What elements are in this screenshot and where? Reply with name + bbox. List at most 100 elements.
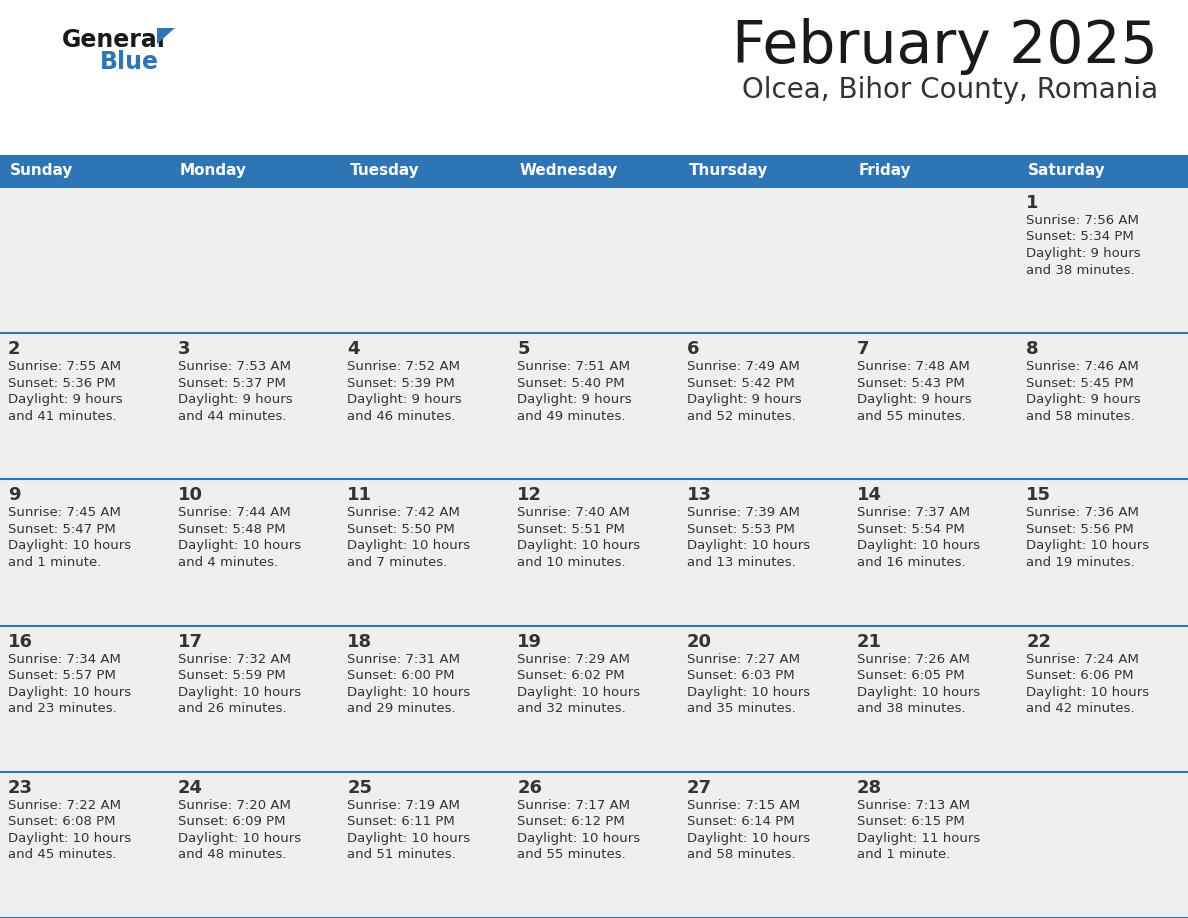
Text: and 52 minutes.: and 52 minutes. bbox=[687, 409, 796, 422]
Text: Sunset: 5:45 PM: Sunset: 5:45 PM bbox=[1026, 376, 1135, 390]
Text: and 1 minute.: and 1 minute. bbox=[857, 848, 950, 861]
Text: Daylight: 10 hours: Daylight: 10 hours bbox=[517, 540, 640, 553]
Text: Daylight: 10 hours: Daylight: 10 hours bbox=[8, 832, 131, 845]
Text: Sunset: 5:57 PM: Sunset: 5:57 PM bbox=[8, 669, 116, 682]
Text: Sunday: Sunday bbox=[10, 163, 74, 178]
Text: Sunrise: 7:37 AM: Sunrise: 7:37 AM bbox=[857, 507, 969, 520]
Text: Daylight: 9 hours: Daylight: 9 hours bbox=[347, 393, 462, 406]
Text: 12: 12 bbox=[517, 487, 542, 504]
Text: and 38 minutes.: and 38 minutes. bbox=[857, 702, 965, 715]
Text: 4: 4 bbox=[347, 341, 360, 358]
Text: Sunrise: 7:53 AM: Sunrise: 7:53 AM bbox=[178, 360, 291, 374]
Text: and 44 minutes.: and 44 minutes. bbox=[178, 409, 286, 422]
Text: and 13 minutes.: and 13 minutes. bbox=[687, 556, 796, 569]
Text: Sunset: 6:09 PM: Sunset: 6:09 PM bbox=[178, 815, 285, 828]
Text: Daylight: 9 hours: Daylight: 9 hours bbox=[8, 393, 122, 406]
Text: Sunset: 5:47 PM: Sunset: 5:47 PM bbox=[8, 523, 115, 536]
Text: 16: 16 bbox=[8, 633, 33, 651]
Text: and 38 minutes.: and 38 minutes. bbox=[1026, 263, 1135, 276]
Text: Sunrise: 7:39 AM: Sunrise: 7:39 AM bbox=[687, 507, 800, 520]
Text: and 32 minutes.: and 32 minutes. bbox=[517, 702, 626, 715]
Text: and 19 minutes.: and 19 minutes. bbox=[1026, 556, 1135, 569]
Bar bbox=[340, 479, 510, 625]
Text: Sunrise: 7:51 AM: Sunrise: 7:51 AM bbox=[517, 360, 630, 374]
Text: Sunrise: 7:22 AM: Sunrise: 7:22 AM bbox=[8, 799, 121, 812]
Text: 1: 1 bbox=[1026, 194, 1038, 212]
Text: and 58 minutes.: and 58 minutes. bbox=[1026, 409, 1135, 422]
Text: Sunrise: 7:56 AM: Sunrise: 7:56 AM bbox=[1026, 214, 1139, 227]
Bar bbox=[848, 772, 1018, 918]
Text: Daylight: 11 hours: Daylight: 11 hours bbox=[857, 832, 980, 845]
Text: Sunset: 6:12 PM: Sunset: 6:12 PM bbox=[517, 815, 625, 828]
Text: and 23 minutes.: and 23 minutes. bbox=[8, 702, 116, 715]
Text: and 1 minute.: and 1 minute. bbox=[8, 556, 101, 569]
Text: and 16 minutes.: and 16 minutes. bbox=[857, 556, 965, 569]
Text: and 46 minutes.: and 46 minutes. bbox=[347, 409, 456, 422]
Text: Daylight: 10 hours: Daylight: 10 hours bbox=[687, 686, 810, 699]
Text: Blue: Blue bbox=[100, 50, 159, 74]
Text: Sunrise: 7:48 AM: Sunrise: 7:48 AM bbox=[857, 360, 969, 374]
Text: Friday: Friday bbox=[859, 163, 911, 178]
Text: Sunrise: 7:44 AM: Sunrise: 7:44 AM bbox=[178, 507, 290, 520]
Text: Sunrise: 7:20 AM: Sunrise: 7:20 AM bbox=[178, 799, 291, 812]
Text: Sunset: 5:36 PM: Sunset: 5:36 PM bbox=[8, 376, 115, 390]
Text: Sunset: 6:11 PM: Sunset: 6:11 PM bbox=[347, 815, 455, 828]
Text: Sunset: 5:42 PM: Sunset: 5:42 PM bbox=[687, 376, 795, 390]
Bar bbox=[1018, 625, 1188, 772]
Text: Sunrise: 7:42 AM: Sunrise: 7:42 AM bbox=[347, 507, 460, 520]
Text: 22: 22 bbox=[1026, 633, 1051, 651]
Text: and 29 minutes.: and 29 minutes. bbox=[347, 702, 456, 715]
Text: 13: 13 bbox=[687, 487, 712, 504]
Text: Daylight: 10 hours: Daylight: 10 hours bbox=[347, 832, 470, 845]
Bar bbox=[0, 155, 1188, 187]
Text: Sunrise: 7:49 AM: Sunrise: 7:49 AM bbox=[687, 360, 800, 374]
Text: Sunrise: 7:26 AM: Sunrise: 7:26 AM bbox=[857, 653, 969, 666]
Text: Sunrise: 7:29 AM: Sunrise: 7:29 AM bbox=[517, 653, 630, 666]
Text: Sunrise: 7:34 AM: Sunrise: 7:34 AM bbox=[8, 653, 121, 666]
Text: Sunset: 5:56 PM: Sunset: 5:56 PM bbox=[1026, 523, 1135, 536]
Text: 8: 8 bbox=[1026, 341, 1040, 358]
Text: and 48 minutes.: and 48 minutes. bbox=[178, 848, 286, 861]
Bar bbox=[678, 772, 848, 918]
Text: Sunrise: 7:32 AM: Sunrise: 7:32 AM bbox=[178, 653, 291, 666]
Bar bbox=[1018, 479, 1188, 625]
Bar bbox=[1018, 772, 1188, 918]
Bar bbox=[678, 333, 848, 479]
Bar bbox=[0, 625, 170, 772]
Bar bbox=[510, 479, 678, 625]
Text: Daylight: 9 hours: Daylight: 9 hours bbox=[687, 393, 802, 406]
Text: 3: 3 bbox=[178, 341, 190, 358]
Text: Daylight: 10 hours: Daylight: 10 hours bbox=[857, 686, 980, 699]
Text: Daylight: 10 hours: Daylight: 10 hours bbox=[178, 832, 301, 845]
Text: and 35 minutes.: and 35 minutes. bbox=[687, 702, 796, 715]
Text: February 2025: February 2025 bbox=[732, 18, 1158, 75]
Text: 17: 17 bbox=[178, 633, 203, 651]
Bar bbox=[340, 333, 510, 479]
Bar bbox=[170, 187, 340, 333]
Text: Sunset: 6:02 PM: Sunset: 6:02 PM bbox=[517, 669, 625, 682]
Text: 19: 19 bbox=[517, 633, 542, 651]
Bar bbox=[510, 333, 678, 479]
Text: and 45 minutes.: and 45 minutes. bbox=[8, 848, 116, 861]
Text: 7: 7 bbox=[857, 341, 870, 358]
Text: Sunrise: 7:13 AM: Sunrise: 7:13 AM bbox=[857, 799, 969, 812]
Text: 10: 10 bbox=[178, 487, 203, 504]
Text: and 26 minutes.: and 26 minutes. bbox=[178, 702, 286, 715]
Text: Sunrise: 7:17 AM: Sunrise: 7:17 AM bbox=[517, 799, 630, 812]
Text: Sunset: 5:37 PM: Sunset: 5:37 PM bbox=[178, 376, 285, 390]
Text: Daylight: 10 hours: Daylight: 10 hours bbox=[687, 832, 810, 845]
Bar bbox=[340, 625, 510, 772]
Bar bbox=[1018, 187, 1188, 333]
Text: Olcea, Bihor County, Romania: Olcea, Bihor County, Romania bbox=[741, 76, 1158, 104]
Text: 20: 20 bbox=[687, 633, 712, 651]
Text: Saturday: Saturday bbox=[1029, 163, 1106, 178]
Text: Daylight: 10 hours: Daylight: 10 hours bbox=[1026, 686, 1150, 699]
Bar bbox=[848, 187, 1018, 333]
Text: Daylight: 10 hours: Daylight: 10 hours bbox=[347, 686, 470, 699]
Text: Daylight: 10 hours: Daylight: 10 hours bbox=[347, 540, 470, 553]
Bar bbox=[0, 187, 170, 333]
Bar bbox=[678, 625, 848, 772]
Text: 25: 25 bbox=[347, 778, 372, 797]
Bar bbox=[170, 772, 340, 918]
Text: and 55 minutes.: and 55 minutes. bbox=[517, 848, 626, 861]
